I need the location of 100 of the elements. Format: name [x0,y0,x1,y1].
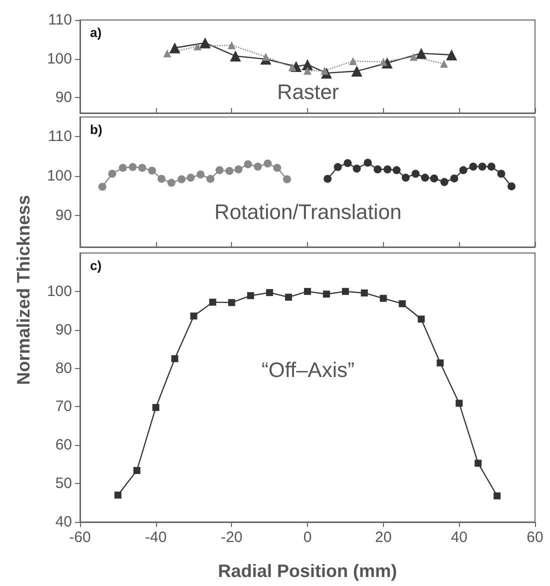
annotation: a) [90,25,102,40]
point [436,359,444,366]
point [384,165,392,174]
point [283,175,292,184]
x-tick-label: -20 [220,529,243,546]
point [200,37,211,48]
point [410,52,418,61]
point [98,182,106,191]
point [398,300,406,308]
point [320,66,329,75]
point [342,288,349,295]
y-tick-label: 110 [48,128,72,146]
point [374,165,382,174]
y-tick-label: 40 [55,514,72,530]
y-axis-title: Normalized Thickness [14,194,34,386]
point [412,170,420,178]
y-tick-label: 90 [55,321,72,338]
y-tick-label: 70 [55,398,72,416]
point [392,166,401,174]
point [322,290,330,298]
point [456,400,463,407]
point [163,49,172,58]
y-tick-label: 100 [46,282,72,300]
point [459,166,468,174]
point [264,159,272,168]
point [196,170,205,179]
point [167,178,176,187]
point [194,42,202,50]
point [128,163,137,172]
point [402,174,410,182]
point [178,175,186,184]
point [302,59,313,70]
point [152,404,160,411]
x-tick-label: -60 [69,529,91,546]
point [216,166,224,174]
point [234,165,242,174]
point [450,174,458,182]
x-tick-label: 60 [526,529,544,546]
point [228,41,236,50]
y-tick-label: 60 [55,436,72,454]
point [497,170,506,178]
point [288,63,296,72]
y-tick-label: 100 [46,168,72,185]
point [230,50,241,62]
point [487,162,496,171]
point [148,166,156,175]
point [379,58,388,66]
point [416,48,427,59]
point [446,49,458,60]
annotation: c) [90,258,102,273]
x-tick-label: 0 [303,529,312,546]
x-tick-label: -40 [144,529,167,546]
point [138,164,146,172]
point [351,66,362,77]
point [469,162,478,171]
point [244,160,252,168]
y-tick-label: 50 [55,475,72,492]
point [478,162,486,171]
point [324,174,332,183]
point [344,159,352,168]
x-tick-label: 20 [374,529,392,546]
point [206,174,214,183]
point [225,166,234,175]
point [334,163,342,172]
point [474,460,482,467]
point [494,492,501,500]
point [380,294,387,302]
point [440,178,448,186]
point [352,164,361,173]
point [186,174,195,182]
point [262,52,270,61]
point [360,289,368,296]
point [108,170,116,178]
point [421,174,430,182]
y-tick-label: 110 [48,12,72,28]
point [304,288,311,295]
y-tick-label: 90 [55,206,72,224]
point [304,66,312,75]
point [247,292,254,300]
point [190,312,198,320]
annotation: b) [90,122,102,137]
point [169,42,180,54]
point [118,164,127,172]
x-axis-title: Radial Position (mm) [218,561,398,581]
annotation: Raster [277,81,339,104]
y-tick-label: 80 [55,360,72,377]
point [158,174,166,183]
point [349,57,357,66]
point [133,467,140,474]
point [114,492,122,499]
point [508,182,516,190]
point [209,298,216,306]
point [171,355,178,362]
point [285,294,292,301]
point [266,289,274,296]
point [418,316,425,323]
annotation: Rotation/Translation [214,201,402,224]
annotation: “Off–Axis” [262,359,354,382]
point [228,299,236,306]
y-tick-label: 90 [55,89,72,106]
